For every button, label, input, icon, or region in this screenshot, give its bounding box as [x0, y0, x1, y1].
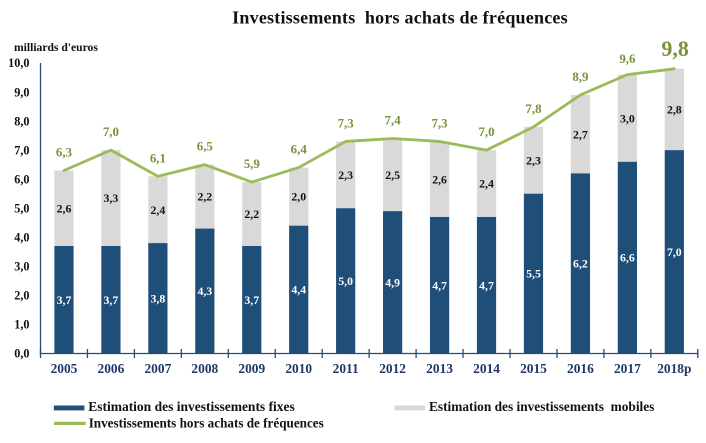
svg-text:Estimation des investissements: Estimation des investissements fixes [88, 399, 295, 414]
svg-text:2,2: 2,2 [197, 190, 212, 204]
svg-text:7,3: 7,3 [432, 116, 448, 130]
svg-text:10,0: 10,0 [8, 56, 29, 70]
svg-text:8,9: 8,9 [572, 70, 588, 84]
svg-text:6,6: 6,6 [620, 251, 635, 265]
svg-text:2017: 2017 [614, 361, 641, 376]
svg-text:2,4: 2,4 [479, 177, 494, 191]
svg-text:2018p: 2018p [657, 361, 691, 376]
svg-text:2,3: 2,3 [526, 153, 541, 167]
svg-text:8,0: 8,0 [14, 114, 29, 128]
svg-text:2,8: 2,8 [667, 103, 682, 117]
svg-text:2010: 2010 [285, 361, 312, 376]
svg-text:2008: 2008 [191, 361, 218, 376]
svg-text:9,8: 9,8 [661, 36, 689, 61]
svg-text:2012: 2012 [379, 361, 406, 376]
svg-text:5,0: 5,0 [338, 274, 353, 288]
svg-text:7,0: 7,0 [103, 125, 119, 139]
svg-text:2015: 2015 [520, 361, 547, 376]
svg-text:4,7: 4,7 [432, 278, 447, 292]
svg-text:6,1: 6,1 [150, 151, 166, 165]
svg-text:2007: 2007 [144, 361, 171, 376]
svg-text:2,7: 2,7 [573, 127, 588, 141]
svg-text:3,8: 3,8 [151, 291, 166, 305]
svg-text:3,0: 3,0 [620, 111, 635, 125]
svg-text:2,0: 2,0 [291, 190, 306, 204]
svg-text:6,5: 6,5 [197, 140, 213, 154]
svg-text:Investissements hors achats d: Investissements hors achats de fréquence… [232, 8, 568, 28]
svg-text:2,0: 2,0 [14, 289, 29, 303]
svg-text:2,5: 2,5 [385, 168, 400, 182]
svg-text:3,7: 3,7 [104, 293, 119, 307]
svg-text:2,4: 2,4 [151, 203, 166, 217]
svg-text:2009: 2009 [238, 361, 265, 376]
svg-text:4,0: 4,0 [14, 231, 29, 245]
svg-text:2,6: 2,6 [432, 172, 447, 186]
svg-text:Estimation des investissements: Estimation des investissements mobiles [429, 399, 654, 414]
svg-text:6,2: 6,2 [573, 257, 588, 271]
svg-text:4,7: 4,7 [479, 278, 494, 292]
svg-text:9,6: 9,6 [619, 52, 636, 66]
svg-text:4,9: 4,9 [385, 275, 400, 289]
svg-text:2,6: 2,6 [57, 201, 72, 215]
svg-text:2,2: 2,2 [244, 207, 259, 221]
svg-text:2013: 2013 [426, 361, 453, 376]
svg-text:7,0: 7,0 [478, 125, 494, 139]
svg-text:3,3: 3,3 [104, 191, 119, 205]
svg-text:2006: 2006 [98, 361, 125, 376]
svg-text:Investissements hors achats de: Investissements hors achats de fréquence… [89, 415, 324, 430]
svg-text:5,5: 5,5 [526, 267, 541, 281]
svg-text:5,9: 5,9 [244, 157, 260, 171]
svg-text:milliards d'euros: milliards d'euros [14, 41, 98, 54]
svg-text:2011: 2011 [333, 361, 359, 376]
svg-text:4,4: 4,4 [291, 283, 306, 297]
svg-text:7,0: 7,0 [667, 245, 682, 259]
svg-text:3,7: 3,7 [244, 293, 259, 307]
svg-text:9,0: 9,0 [14, 85, 29, 99]
svg-text:7,8: 7,8 [525, 102, 542, 116]
svg-text:2016: 2016 [567, 361, 594, 376]
svg-text:7,0: 7,0 [14, 143, 29, 157]
svg-text:5,0: 5,0 [14, 201, 29, 215]
svg-text:2,3: 2,3 [338, 168, 353, 182]
svg-text:2005: 2005 [51, 361, 78, 376]
svg-text:4,3: 4,3 [197, 284, 212, 298]
svg-text:0,0: 0,0 [14, 347, 29, 361]
svg-text:7,3: 7,3 [338, 116, 354, 130]
svg-text:6,3: 6,3 [56, 145, 72, 159]
svg-text:7,4: 7,4 [385, 114, 402, 128]
svg-text:1,0: 1,0 [14, 318, 29, 332]
svg-text:6,0: 6,0 [14, 172, 29, 186]
svg-text:3,7: 3,7 [57, 293, 72, 307]
svg-text:2014: 2014 [473, 361, 500, 376]
svg-text:3,0: 3,0 [14, 260, 29, 274]
svg-text:6,4: 6,4 [291, 143, 308, 157]
